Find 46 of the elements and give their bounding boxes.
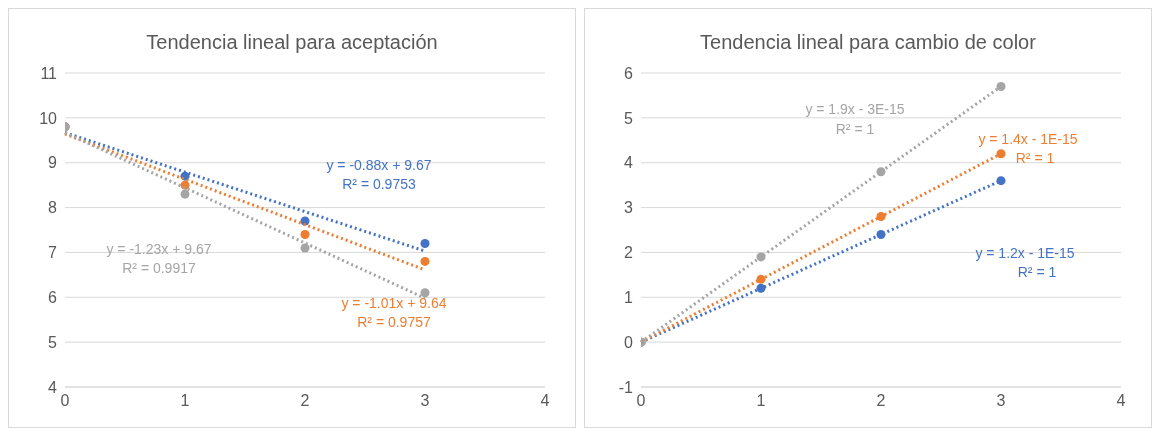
y-tick-label: 5 [624,109,634,127]
chart-title: Tendencia lineal para aceptación [145,31,439,55]
x-tick-label: 3 [996,392,1006,410]
annotation: R² = 1 [1015,150,1055,166]
y-tick-label: 9 [48,154,58,172]
x-tick-label: 4 [1116,392,1126,410]
y-tick-label: 5 [48,333,58,351]
x-tick-label: 1 [756,392,766,410]
x-tick-label: 2 [876,392,886,410]
annotation: R² = 1 [835,121,875,137]
y-tick-label: -1 [618,378,634,396]
point [300,229,310,239]
annotation: y = 1.2x - 1E-15 [975,245,1075,261]
annotation: R² = 0.9753 [342,176,416,192]
chart-title: Tendencia lineal para cambio de color [699,31,1037,55]
y-tick-label: 2 [624,244,634,262]
x-tick-label: 0 [60,392,70,410]
y-tick-label: 0 [624,333,634,351]
x-tick-label: 4 [540,392,550,410]
y-tick-label: 11 [40,64,58,82]
y-tick-label: 3 [624,199,634,217]
x-tick-label: 3 [420,392,430,410]
y-tick-label: 8 [48,199,58,217]
annotation: y = -1.01x + 9.64 [341,295,447,311]
y-tick-label: 6 [624,64,634,82]
point [300,243,310,253]
y-tick-label: 6 [48,288,58,306]
point [420,256,430,266]
y-tick-label: 4 [624,154,634,172]
y-tick-label: 7 [48,244,58,262]
x-tick-label: 2 [300,392,310,410]
annotation: y = -0.88x + 9.67 [326,157,432,173]
x-tick-label: 0 [636,392,646,410]
annotation: R² = 1 [1017,264,1057,280]
annotation: y = 1.4x - 1E-15 [978,131,1078,147]
annotation: y = 1.9x - 3E-15 [805,101,905,117]
point [420,238,430,248]
y-tick-label: 10 [39,109,58,127]
x-tick-label: 1 [180,392,190,410]
annotation: y = -1.23x + 9.67 [106,241,212,257]
point [420,288,430,298]
annotation: R² = 0.9757 [357,314,431,330]
y-tick-label: 4 [48,378,58,396]
y-tick-label: 1 [624,288,634,306]
point [180,189,190,199]
annotation: R² = 0.9917 [122,260,196,276]
